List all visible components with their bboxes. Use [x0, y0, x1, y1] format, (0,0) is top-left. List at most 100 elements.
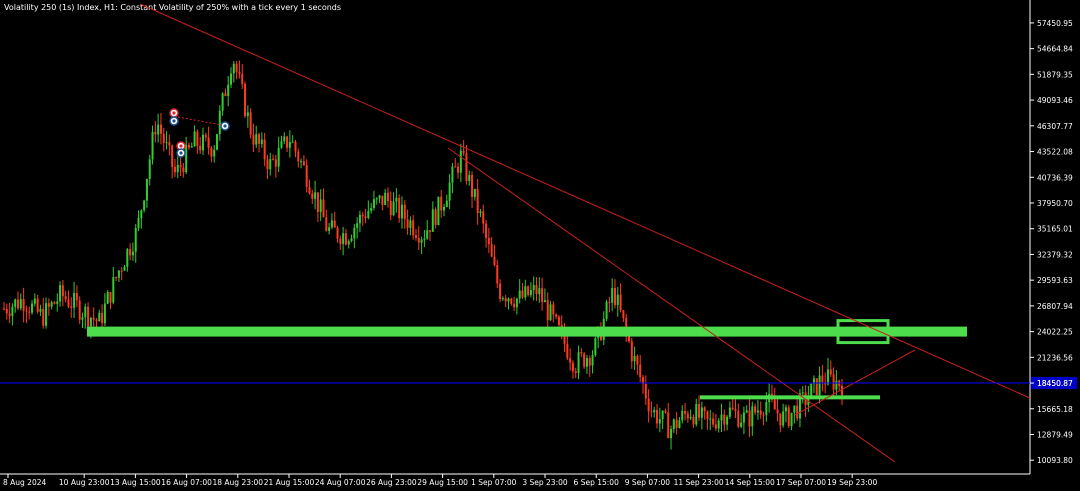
candle-body [218, 110, 221, 135]
candle-body [773, 399, 776, 410]
price-tick-label: 15665.18 [1037, 405, 1073, 414]
candle-body [263, 139, 266, 160]
candle-body [656, 409, 659, 424]
candle-body [583, 353, 586, 367]
candle-body [87, 306, 90, 327]
candle-body [5, 308, 8, 314]
candle-body [493, 256, 496, 266]
candle-body [179, 164, 182, 168]
candle-body [723, 414, 726, 425]
candle-body [661, 410, 664, 420]
candle-body [232, 63, 235, 74]
candle-body [19, 299, 22, 309]
candle-body [465, 153, 468, 182]
candle-body [577, 352, 580, 373]
candle-body [636, 355, 639, 365]
candle-body [300, 161, 303, 163]
candle-body [185, 144, 188, 173]
candle-body [252, 134, 255, 145]
candle-body [616, 294, 619, 306]
candle-body [89, 317, 92, 327]
candle-body [67, 299, 70, 307]
candle-body [420, 239, 423, 243]
candle-body [437, 196, 440, 226]
price-tick-label: 54664.84 [1037, 45, 1073, 54]
candle-body [187, 144, 190, 148]
candle-body [314, 192, 317, 199]
candle-body [8, 313, 11, 317]
candle-body [653, 409, 656, 413]
price-tick-label: 24022.25 [1037, 328, 1073, 337]
candle-body [61, 285, 64, 297]
candle-body [347, 241, 350, 245]
candle-body [249, 112, 252, 135]
candle-body [476, 188, 479, 213]
candle-body [535, 285, 538, 295]
candle-body [510, 298, 513, 304]
candle-body [330, 220, 333, 228]
candle-body [684, 411, 687, 414]
candle-body [504, 298, 507, 302]
candle-body [333, 220, 336, 228]
candle-body [633, 355, 636, 362]
candle-body [199, 145, 202, 151]
candle-body [400, 204, 403, 219]
candle-body [625, 317, 628, 332]
main-trendline [139, 3, 1031, 399]
candle-body [325, 217, 328, 231]
candle-body [487, 237, 490, 245]
candle-body [482, 211, 485, 224]
candle-body [145, 178, 148, 201]
zone-breakout-box [836, 319, 890, 345]
drawing-objects: 18450.87 [0, 3, 1077, 463]
candle-body [748, 410, 751, 427]
candle-body [389, 200, 392, 216]
price-tick-label: 43522.08 [1037, 148, 1073, 157]
time-tick-label: 16 Aug 07:00 [161, 478, 212, 487]
candle-body [73, 293, 76, 308]
candle-body [311, 193, 314, 199]
signal-marker-dot [223, 124, 227, 128]
candle-body [740, 422, 743, 427]
candle-body [552, 304, 555, 315]
candle-body [50, 302, 53, 307]
candle-body [728, 407, 731, 417]
candle-body [782, 411, 785, 426]
candle-body [230, 73, 233, 85]
candle-body [622, 310, 625, 318]
time-tick-label: 9 Sep 07:00 [625, 478, 671, 487]
candle-body [316, 192, 319, 212]
candle-body [440, 196, 443, 211]
candle-body [580, 352, 583, 354]
candle-body [412, 220, 415, 236]
candle-body [11, 306, 14, 317]
candle-body [689, 416, 692, 419]
candle-body [703, 407, 706, 412]
candle-body [381, 195, 384, 205]
candle-body [241, 73, 244, 84]
time-tick-label: 10 Aug 23:00 [59, 478, 110, 487]
candle-body [826, 369, 829, 385]
candle-body [731, 407, 734, 410]
candle-body [336, 227, 339, 239]
candle-body [414, 235, 417, 238]
candle-body [462, 150, 465, 154]
candle-body [726, 416, 729, 425]
candle-body [591, 355, 594, 366]
candle-body [776, 409, 779, 414]
candle-body [392, 201, 395, 216]
candle-body [372, 199, 375, 209]
small-zone [700, 395, 880, 400]
candle-body [274, 159, 277, 167]
time-tick-label: 8 Aug 2024 [3, 478, 46, 487]
candle-body [148, 159, 151, 179]
candle-body [64, 296, 67, 300]
candle-body [193, 131, 196, 147]
candle-body [541, 288, 544, 303]
candle-body [712, 418, 715, 425]
candle-body [78, 300, 81, 320]
candle-body [543, 300, 546, 303]
candle-body [103, 303, 106, 324]
